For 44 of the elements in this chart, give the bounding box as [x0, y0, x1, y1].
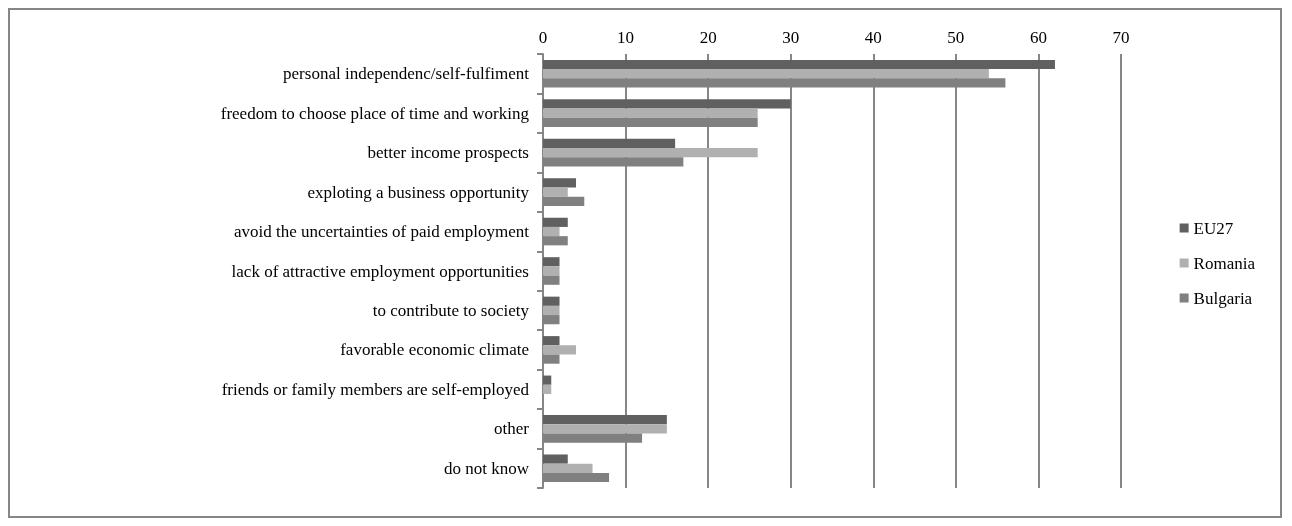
bar — [543, 99, 791, 109]
bar — [543, 69, 989, 79]
y-tick-label: do not know — [444, 458, 530, 478]
y-tick-label: personal independenc/self-fulfiment — [283, 64, 530, 84]
bar — [543, 257, 560, 267]
legend-label: Romania — [1193, 253, 1256, 273]
bar — [543, 178, 577, 188]
y-tick-label: to contribute to society — [372, 300, 530, 320]
legend-label: Bulgaria — [1193, 288, 1253, 308]
x-tick-label: 20 — [699, 28, 717, 47]
bar — [543, 415, 667, 425]
bar — [543, 296, 560, 306]
bar — [543, 454, 568, 464]
y-tick-label: favorable economic climate — [340, 340, 529, 360]
x-tick-label: 40 — [864, 28, 882, 47]
bar — [543, 217, 568, 227]
y-tick-label: friends or family members are self-employed — [221, 379, 530, 399]
bar — [543, 266, 560, 276]
bar — [543, 375, 552, 385]
bar — [543, 59, 1055, 70]
y-tick-label: lack of attractive employment opportunities — [231, 261, 529, 281]
x-tick-label: 30 — [782, 28, 800, 47]
bar — [543, 108, 758, 118]
x-tick-label: 60 — [1029, 28, 1047, 47]
x-tick-label: 50 — [947, 28, 965, 47]
bar — [543, 463, 593, 473]
y-tick-label: freedom to choose place of time and working — [220, 103, 530, 123]
bar — [543, 336, 560, 346]
bar — [543, 305, 560, 316]
bar — [543, 424, 667, 434]
x-tick-label: 70 — [1112, 28, 1130, 47]
bar — [543, 187, 568, 197]
y-tick-label: avoid the uncertainties of paid employment — [233, 222, 530, 242]
bar — [543, 345, 577, 355]
y-tick-label: better income prospects — [367, 143, 529, 163]
bar — [543, 384, 552, 394]
y-tick-label: exploting a business opportunity — [307, 182, 530, 202]
bar — [543, 138, 676, 149]
y-tick-label: other — [494, 419, 530, 439]
bar — [543, 148, 758, 158]
bar — [543, 226, 560, 237]
legend-label: EU27 — [1193, 218, 1234, 238]
x-tick-label: 0 — [538, 28, 548, 47]
x-tick-label: 10 — [617, 28, 635, 47]
